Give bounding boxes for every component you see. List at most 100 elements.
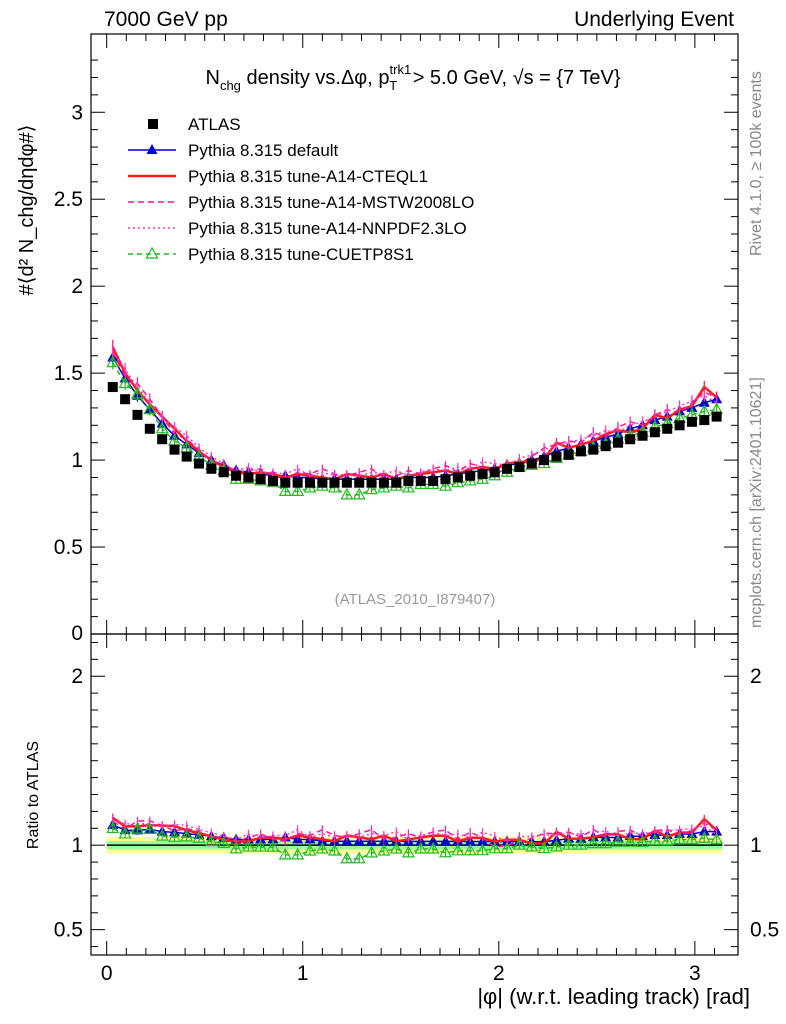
point-atlas [452,472,463,483]
legend-marker-default [146,144,158,154]
ratio-y-axis-title: Ratio to ATLAS [25,741,42,849]
ratio-point-cuetp [525,839,539,852]
ratio-point-cuetp [180,829,194,842]
legend-label: Pythia 8.315 tune-A14-NNPDF2.3LO [188,219,467,238]
ratio-point-cuetp [254,839,268,852]
header-left: 7000 GeV pp [104,8,228,31]
ratio-point-cuetp [278,847,292,860]
legend-label: Pythia 8.315 default [188,141,339,160]
point-atlas [563,449,574,460]
legend-label: Pythia 8.315 tune-CUETP8S1 [188,245,414,264]
point-atlas [378,477,389,488]
point-atlas [280,477,291,488]
ratio-point-cuetp [229,841,243,854]
y-tick-label: 3 [71,101,83,124]
ratio-point-cuetp [118,826,132,839]
point-atlas [218,467,229,478]
ratio-point-cuetp [389,841,403,854]
ratio-y-tick-label: 1 [71,834,83,857]
point-atlas [686,416,697,427]
x-tick-label: 0 [101,962,113,985]
point-atlas [317,477,328,488]
ratio-point-cuetp [426,841,440,854]
point-atlas [157,434,168,445]
ratio-point-cuetp [352,851,366,864]
point-atlas [514,462,525,473]
point-atlas [267,475,278,486]
y-tick-label: 2 [71,275,83,298]
ratio-point-cuetp [673,832,687,845]
y-tick-label-zero: 0 [71,622,83,645]
ratio-line-cteq [112,816,718,845]
point-atlas [194,458,205,469]
legend-marker-cuetp [145,246,159,259]
ratio-point-cuetp [549,839,563,852]
point-atlas [132,409,143,420]
ratio-point-cuetp [130,821,144,834]
series-line-cteq [111,346,718,481]
point-atlas [465,470,476,481]
ratio-point-cuetp [476,843,490,856]
y-tick-label: 1.5 [54,362,83,385]
y-axis-title: #⟨d² N_chg/dηdφ#⟩ [16,125,38,296]
ratio-y-tick-label: 0.5 [54,919,83,942]
ratio-frame [90,633,739,956]
ratio-point-cuetp [710,832,724,845]
ratio-point-cuetp [303,843,317,856]
point-cuetp [291,484,305,496]
ratio-point-cuetp [562,837,576,850]
point-atlas [304,477,315,488]
point-atlas [329,477,340,488]
point-atlas [440,474,451,485]
ratio-point-cuetp [438,845,452,858]
point-cuetp [401,480,415,493]
point-atlas [699,415,710,426]
ratio-point-cuetp [586,836,600,849]
ratio-point-cuetp [537,841,551,854]
point-cuetp [143,402,157,415]
ratio-y-tick-label-right: 0.5 [750,919,779,942]
ratio-point-cuetp [143,822,157,835]
ratio-point-cuetp [291,847,305,860]
point-atlas [662,423,673,434]
ratio-point-cuetp [512,837,526,850]
point-atlas [341,477,352,488]
point-atlas [588,444,599,455]
ratio-point-cuetp [697,831,711,843]
point-atlas [502,463,513,474]
ratio-point-cuetp [648,833,662,846]
legend-label: ATLAS [188,115,241,134]
ratio-point-cuetp [377,843,391,856]
ratio-point-cuetp [685,832,699,845]
ratio-point-default [698,825,710,836]
legend-label: Pythia 8.315 tune-A14-MSTW2008LO [188,193,474,212]
series-line-nnpdf [112,350,717,477]
ratio-point-cuetp [192,831,206,843]
ratio-line-mstw [112,820,718,848]
ratio-point-cuetp [500,841,514,854]
ratio-point-cuetp [365,845,379,858]
point-cuetp [352,487,366,500]
ratio-point-cuetp [401,845,415,858]
x-axis-title: |φ| (w.r.t. leading track) [rad] [477,984,750,1009]
ratio-point-cuetp [660,833,674,846]
ratio-point-cuetp [266,839,280,852]
point-cuetp [130,386,144,399]
point-cuetp [340,487,354,500]
point-atlas [181,451,192,462]
point-atlas [613,437,624,448]
ratio-point-default [427,835,439,846]
point-atlas [415,475,426,486]
point-atlas [526,458,537,469]
ratio-point-cuetp [611,834,625,847]
ratio-point-cuetp [340,851,354,864]
point-atlas [403,475,414,486]
point-atlas [600,441,611,452]
point-atlas [107,382,118,393]
point-atlas [575,446,586,457]
point-atlas [255,474,266,485]
ratio-point-cuetp [204,834,218,847]
ratio-point-cuetp [463,843,477,856]
point-atlas [551,451,562,462]
